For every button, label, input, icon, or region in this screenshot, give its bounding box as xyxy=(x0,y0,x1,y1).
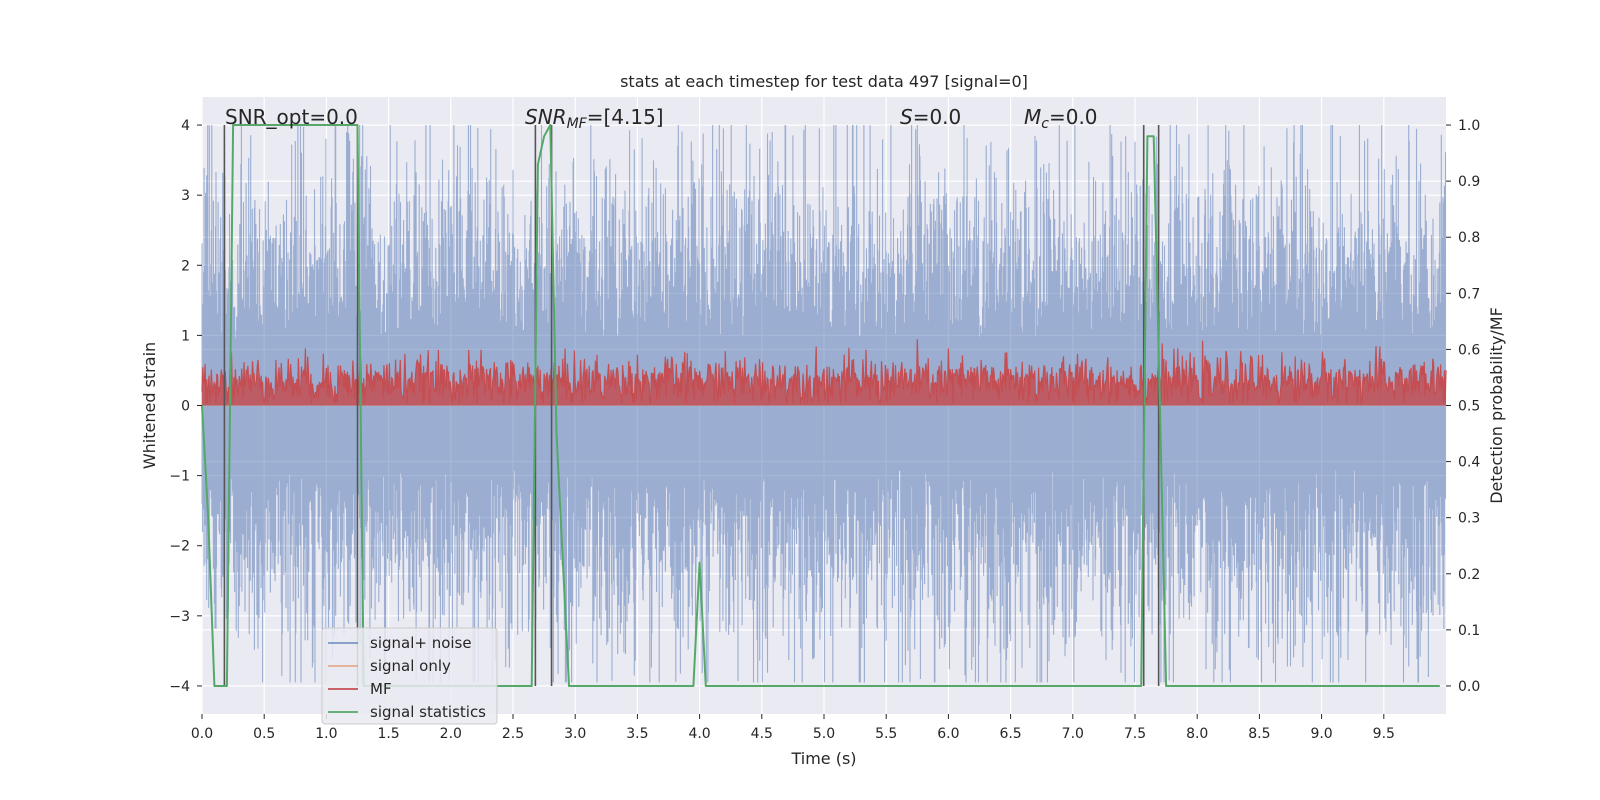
y-axis-left-ticks: −4 −3 −2 −1 0 1 2 3 4 xyxy=(169,118,202,695)
y-axis-label: Whitened strain xyxy=(140,342,159,469)
mc-subscript: c xyxy=(1041,116,1049,132)
x-tick-label: 5.0 xyxy=(813,726,835,742)
y-tick-label: 3 xyxy=(181,188,190,204)
x-tick-label: 0.0 xyxy=(191,726,213,742)
snr-mf-symbol: SNR xyxy=(525,105,567,129)
y-tick-label: 1 xyxy=(181,328,190,344)
legend-label-signal-only: signal only xyxy=(370,657,451,675)
y-tick-label: 4 xyxy=(181,118,190,134)
annotation-snr-mf: SNRMF=[4.15] xyxy=(525,105,664,132)
x-tick-label: 7.5 xyxy=(1124,726,1146,742)
y-right-tick-label: 0.0 xyxy=(1458,679,1480,695)
legend-label-signal-noise: signal+ noise xyxy=(370,634,472,652)
mc-value: =0.0 xyxy=(1049,105,1098,129)
x-tick-label: 7.0 xyxy=(1062,726,1084,742)
y-right-tick-label: 0.3 xyxy=(1458,511,1480,527)
y-right-tick-label: 0.5 xyxy=(1458,399,1480,415)
chart-title: stats at each timestep for test data 497… xyxy=(620,72,1028,91)
x-tick-label: 6.5 xyxy=(999,726,1021,742)
snr-mf-value: =[4.15] xyxy=(587,105,664,129)
y-right-tick-label: 0.8 xyxy=(1458,230,1480,246)
y-tick-label: 0 xyxy=(181,399,190,415)
mf-fill xyxy=(202,339,1446,406)
y-tick-label: −3 xyxy=(169,609,190,625)
mc-symbol: M xyxy=(1024,105,1041,129)
y-axis-right-ticks: 0.0 0.1 0.2 0.3 0.4 0.5 0.6 0.7 0.8 0.9 1.0 xyxy=(1446,118,1480,695)
x-tick-label: 9.5 xyxy=(1373,726,1395,742)
annotation-snr-opt: SNR_opt=0.0 xyxy=(225,105,358,129)
y-right-tick-label: 1.0 xyxy=(1458,118,1480,134)
signal-statistics-line xyxy=(201,124,1440,687)
y-tick-label: −4 xyxy=(169,679,190,695)
x-tick-label: 5.5 xyxy=(875,726,897,742)
y-right-tick-label: 0.6 xyxy=(1458,342,1480,358)
x-tick-label: 4.0 xyxy=(688,726,710,742)
annotation-s: S=0.0 xyxy=(900,105,961,129)
y-right-tick-label: 0.7 xyxy=(1458,286,1480,302)
y-right-tick-label: 0.4 xyxy=(1458,455,1480,471)
y-right-tick-label: 0.1 xyxy=(1458,623,1480,639)
legend-label-mf: MF xyxy=(370,680,392,698)
s-value: =0.0 xyxy=(913,105,962,129)
x-tick-label: 1.0 xyxy=(315,726,337,742)
legend-label-signal-statistics: signal statistics xyxy=(370,703,486,721)
y-tick-label: −2 xyxy=(169,539,190,555)
x-tick-label: 9.0 xyxy=(1310,726,1332,742)
x-axis-ticks: 0.0 0.5 1.0 1.5 2.0 2.5 3.0 3.5 4.0 4.5 5.0 5.5 6.0 6… xyxy=(191,714,1395,742)
y-right-tick-label: 0.2 xyxy=(1458,567,1480,583)
x-axis-label: Time (s) xyxy=(790,749,856,768)
legend: signal+ noise signal only MF signal stat… xyxy=(321,627,498,725)
x-tick-label: 6.0 xyxy=(937,726,959,742)
x-tick-label: 8.5 xyxy=(1248,726,1270,742)
series-signal-statistics xyxy=(201,124,1440,687)
x-tick-label: 0.5 xyxy=(253,726,275,742)
legend-box xyxy=(321,627,498,725)
series-mf xyxy=(201,339,1447,406)
y-tick-label: −1 xyxy=(169,469,190,485)
x-tick-label: 2.5 xyxy=(502,726,524,742)
x-tick-label: 4.5 xyxy=(751,726,773,742)
x-tick-label: 1.5 xyxy=(377,726,399,742)
snr-mf-subscript: MF xyxy=(567,116,588,132)
y-tick-label: 2 xyxy=(181,258,190,274)
y-right-tick-label: 0.9 xyxy=(1458,174,1480,190)
x-tick-label: 8.0 xyxy=(1186,726,1208,742)
x-tick-label: 3.5 xyxy=(626,726,648,742)
y-axis-right-label: Detection probability/MF xyxy=(1487,307,1506,504)
s-symbol: S xyxy=(900,105,913,129)
x-tick-label: 2.0 xyxy=(440,726,462,742)
annotation-mc: Mc=0.0 xyxy=(1024,105,1098,132)
x-tick-label: 3.0 xyxy=(564,726,586,742)
